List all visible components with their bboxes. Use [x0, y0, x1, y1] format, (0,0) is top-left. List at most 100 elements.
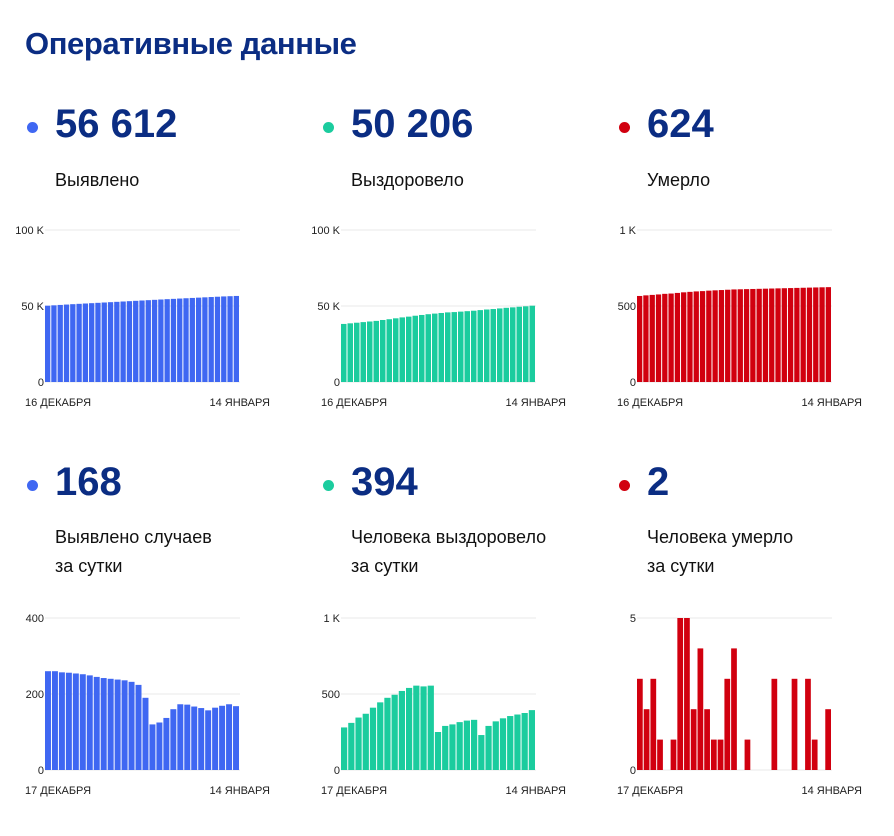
metric-value: 56 612	[55, 102, 178, 146]
x-tick-end-label: 14 ЯНВАРЯ	[801, 397, 862, 409]
bar	[743, 289, 750, 382]
bar	[58, 672, 65, 770]
bar	[128, 681, 135, 770]
x-tick-end-label: 14 ЯНВАРЯ	[209, 785, 270, 797]
bar	[490, 309, 496, 382]
bar	[438, 312, 444, 382]
bar	[121, 680, 128, 770]
bar	[781, 288, 787, 382]
red-status-dot	[619, 122, 630, 133]
bar	[674, 292, 681, 382]
bar-chart: 0 5 17 ДЕКАБРЯ 14 ЯНВАРЯ	[617, 613, 862, 797]
bar	[649, 294, 655, 382]
bar	[233, 706, 239, 770]
bar	[202, 297, 208, 382]
bar	[750, 288, 756, 382]
panel-deaths-daily: 2 Человека умерло за сутки 0 5 17 ДЕКАБРЯ 1…	[617, 460, 894, 836]
bar	[775, 288, 781, 382]
bar	[731, 648, 737, 770]
bar	[710, 739, 717, 770]
bar	[156, 722, 163, 770]
bar	[704, 709, 710, 770]
metric-label: Выздоровело	[351, 170, 464, 190]
bar	[233, 295, 239, 382]
bar	[406, 316, 412, 382]
bar	[442, 725, 449, 770]
bar	[214, 296, 221, 382]
bar-chart: 0 50 K 100 K 16 ДЕКАБРЯ 14 ЯНВАРЯ	[311, 225, 566, 409]
bar	[149, 724, 156, 770]
bar	[139, 300, 145, 382]
bar	[464, 311, 470, 382]
bar	[699, 291, 706, 382]
bar	[681, 292, 687, 382]
bar	[492, 721, 499, 770]
x-tick-start-label: 16 ДЕКАБРЯ	[321, 397, 387, 409]
y-tick-label: 400	[26, 613, 44, 625]
bar	[744, 739, 751, 770]
bar	[114, 301, 120, 382]
x-tick-end-label: 14 ЯНВАРЯ	[209, 397, 270, 409]
y-tick-label: 0	[334, 765, 340, 777]
bar	[120, 301, 126, 382]
bar	[718, 290, 725, 382]
bar	[377, 702, 384, 770]
bar	[369, 707, 377, 770]
bar	[529, 305, 535, 382]
bar	[391, 694, 398, 770]
bar	[45, 671, 51, 770]
bar	[463, 720, 470, 770]
bar	[432, 313, 438, 382]
bar	[126, 301, 133, 382]
bar	[354, 322, 360, 382]
y-tick-label: 5	[630, 613, 636, 625]
x-tick-start-label: 17 ДЕКАБРЯ	[25, 785, 91, 797]
bar	[158, 299, 164, 382]
x-tick-start-label: 16 ДЕКАБРЯ	[25, 397, 91, 409]
bar	[89, 303, 95, 382]
bar	[637, 678, 643, 770]
metric-label: Человека умерло за сутки	[647, 527, 794, 576]
bar	[95, 302, 101, 382]
bar	[791, 678, 798, 770]
bar	[114, 679, 121, 770]
bar	[521, 713, 528, 770]
metric-label: Выявлено случаев за сутки	[55, 527, 212, 576]
bar	[198, 708, 205, 770]
x-tick-end-label: 14 ЯНВАРЯ	[505, 397, 566, 409]
bar	[813, 287, 819, 382]
bar	[499, 718, 507, 770]
bar	[800, 287, 806, 382]
bar	[706, 290, 712, 382]
bar	[484, 309, 490, 382]
bar	[478, 735, 485, 770]
bar	[373, 320, 379, 382]
bar	[523, 306, 529, 382]
bar	[177, 704, 184, 770]
bar	[51, 671, 58, 770]
bar	[164, 299, 170, 382]
y-tick-label: 0	[334, 377, 340, 389]
y-tick-label: 0	[38, 377, 44, 389]
bar	[737, 289, 743, 382]
bar	[650, 678, 657, 770]
bar	[177, 298, 183, 382]
bar	[819, 287, 825, 382]
y-tick-label: 1 K	[619, 225, 636, 237]
bar	[507, 716, 514, 770]
bar	[771, 678, 778, 770]
bar	[697, 648, 704, 770]
bar	[425, 314, 431, 382]
bar	[825, 287, 831, 382]
bar	[724, 678, 731, 770]
y-tick-label: 0	[630, 377, 636, 389]
bar	[208, 297, 214, 382]
y-tick-label: 1 K	[323, 613, 340, 625]
bar	[393, 318, 399, 382]
bar-chart: 0 500 1 K 16 ДЕКАБРЯ 14 ЯНВАРЯ	[617, 225, 862, 409]
bar	[485, 725, 492, 770]
bar	[101, 302, 107, 382]
bar	[769, 288, 775, 382]
bar	[677, 618, 684, 770]
bar	[45, 305, 51, 382]
